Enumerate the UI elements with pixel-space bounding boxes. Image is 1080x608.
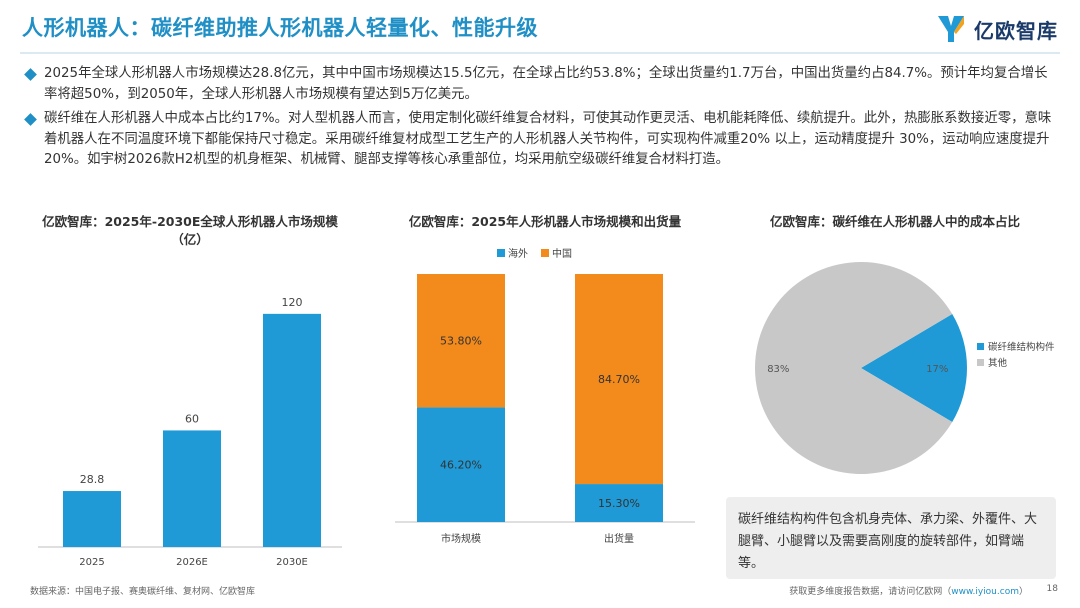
bullet-text: 碳纤维在人形机器人中成本占比约17%。对人型机器人而言，使用定制化碳纤维复合材料… [44,111,1052,167]
chart2-bar-segment [417,274,505,408]
more-suffix: ） [1018,587,1028,597]
chart2-stacked-bar: 海外 中国 46.20% 53.80% 市场规模 15.30% 84.70% 出货量 [395,247,695,545]
page-number: 18 [1046,584,1058,594]
chart2-bar-segment [575,274,663,485]
chart1-data-label: 60 [185,412,199,425]
chart3-legend-swatch [977,359,984,366]
chart2-legend-swatch [541,249,549,257]
chart1-x-tick: 2030E [276,557,308,568]
chart3-pie-slice [755,262,953,474]
chart3-legend-label: 其他 [988,357,1008,369]
chart2-x-tick: 市场规模 [441,532,481,545]
chart1-bar [263,313,321,547]
chart1-data-label: 28.8 [80,473,105,486]
chart2-data-label: 15.30% [598,497,640,510]
chart3-title: 亿欧智库：碳纤维在人形机器人中的成本占比 [769,214,1020,229]
chart3-slice-label: 17% [926,364,948,375]
footer-more-info: 获取更多维度报告数据，请访问亿欧网（www.iyiou.com） [789,584,1028,597]
chart1-x-tick: 2026E [176,557,208,568]
website-link[interactable]: www.iyiou.com [951,587,1019,597]
summary-bullets: 2025年全球人形机器人市场规模达28.8亿元，其中中国市场规模达15.5亿元，… [24,64,1060,175]
brand-logo: 亿欧智库 [934,12,1058,46]
diamond-bullet-icon [24,68,37,81]
bullet-item: 2025年全球人形机器人市场规模达28.8亿元，其中中国市场规模达15.5亿元，… [24,64,1060,105]
logo-text: 亿欧智库 [974,18,1058,43]
chart2-data-label: 84.70% [598,373,640,386]
chart3-legend-label: 碳纤维结构构件 [988,341,1055,353]
page-title: 人形机器人：碳纤维助推人形机器人轻量化、性能升级 [22,16,538,40]
chart1-x-tick: 2025 [79,557,104,568]
chart3-pie-slice [861,314,967,422]
note-box: 碳纤维结构构件包含机身壳体、承力梁、外覆件、大腿臂、小腿臂以及需要高刚度的旋转部… [726,497,1056,579]
data-source: 数据来源：中国电子报、赛奥碳纤维、复材网、亿欧智库 [30,587,256,597]
chart2-x-tick: 出货量 [604,532,634,545]
chart1-title: 亿欧智库：2025年-2030E全球人形机器人市场规模（亿） [42,214,338,247]
chart3-slice-label: 83% [767,364,789,375]
chart3-legend-swatch [977,343,984,350]
chart2-legend-label: 中国 [552,247,572,260]
logo-mark-icon [938,16,964,42]
chart2-legend-swatch [497,249,505,257]
chart2-bar-segment [575,484,663,522]
title-divider [20,52,1060,54]
chart2-title: 亿欧智库：2025年人形机器人市场规模和出货量 [408,214,682,229]
chart1-bar [63,491,121,547]
chart2-data-label: 46.20% [440,459,482,472]
more-prefix: 获取更多维度报告数据，请访问亿欧网（ [789,587,952,597]
diamond-bullet-icon [24,113,37,126]
chart1-market-size-bar: 28.8 2025 60 2026E 120 2030E [38,296,342,568]
chart1-data-label: 120 [282,296,303,309]
bullet-text: 2025年全球人形机器人市场规模达28.8亿元，其中中国市场规模达15.5亿元，… [44,66,1048,102]
chart2-bar-segment [417,407,505,522]
chart2-legend-label: 海外 [508,247,528,260]
chart1-bar [163,430,221,547]
bullet-item: 碳纤维在人形机器人中成本占比约17%。对人型机器人而言，使用定制化碳纤维复合材料… [24,109,1060,171]
chart2-data-label: 53.80% [440,335,482,348]
